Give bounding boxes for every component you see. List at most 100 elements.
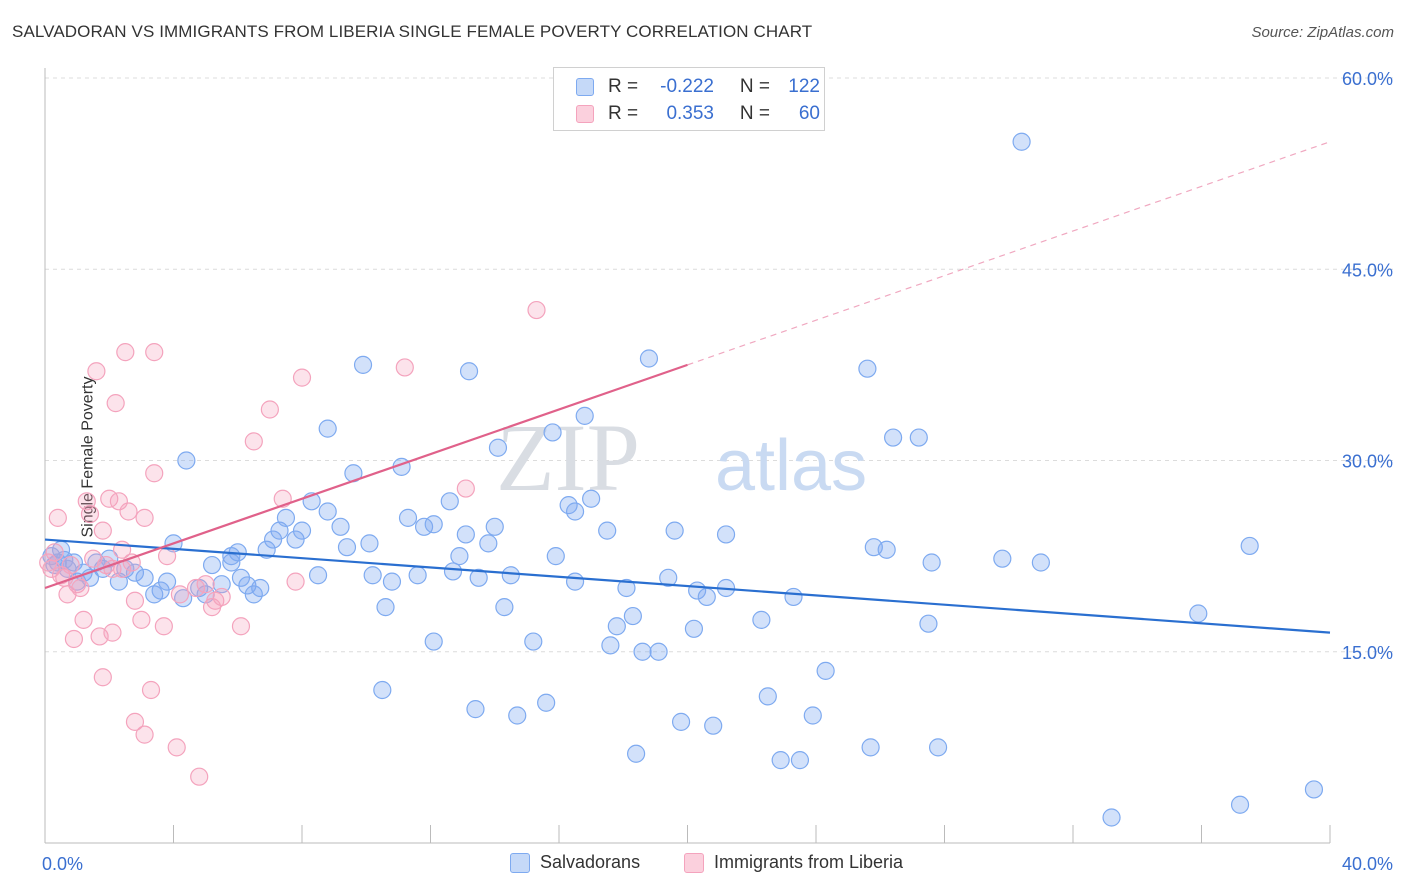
salvadoran-point [922, 553, 941, 572]
salvadoran-point [909, 428, 928, 447]
salvadoran-point [598, 521, 617, 540]
liberia-point [135, 508, 154, 527]
liberia-point [154, 617, 173, 636]
salvadoran-point [565, 502, 585, 521]
salvadoran-point [861, 738, 880, 757]
salvadoran-point [803, 706, 822, 725]
salvadorans-trend-line [44, 538, 1331, 634]
legend-item-salvadorans[interactable]: Salvadorans [510, 852, 640, 873]
liberia-point [132, 610, 151, 629]
salvadoran-point [318, 502, 337, 521]
liberia-point [286, 572, 305, 591]
liberia-point [231, 617, 251, 636]
liberia-point [190, 767, 209, 786]
salvadoran-point [318, 419, 337, 438]
liberia-trend-extension [687, 141, 1331, 366]
salvadoran-point [373, 680, 392, 700]
salvadorans-points [42, 132, 1324, 827]
legend-r-value: 0.353 [666, 103, 714, 124]
liberia-point [141, 680, 161, 700]
legend-item-liberia[interactable]: Immigrants from Liberia [684, 852, 903, 873]
legend-label: Immigrants from Liberia [714, 852, 904, 872]
legend-n-label: N = [739, 76, 770, 97]
salvadoran-point [1304, 780, 1324, 799]
salvadoran-point [466, 700, 485, 719]
liberia-point [103, 623, 122, 642]
salvadoran-point [626, 744, 646, 763]
salvadoran-point [704, 716, 723, 735]
legend-label: Salvadorans [540, 852, 641, 872]
gridlines [45, 77, 1395, 653]
salvadoran-point [607, 617, 626, 636]
salvadoran-point [919, 614, 938, 633]
salvadoran-point [633, 642, 652, 661]
salvadoran-point [1102, 808, 1121, 827]
salvadoran-point [151, 581, 170, 600]
liberia-point [74, 610, 93, 629]
salvadoran-point [928, 738, 948, 757]
salvadoran-point [177, 451, 196, 470]
salvadoran-point [424, 515, 443, 534]
legend-row-liberia: R = 0.353 N = 60 [576, 101, 820, 127]
salvadoran-point [601, 636, 620, 655]
salvadoran-point [858, 359, 877, 378]
liberia-point [244, 432, 263, 451]
salvadoran-point [716, 525, 736, 544]
salvadoran-point [263, 530, 283, 549]
salvadoran-point [1240, 536, 1259, 556]
salvadoran-point [408, 566, 427, 585]
salvadoran-point [883, 428, 903, 447]
salvadoran-point [537, 693, 556, 712]
salvadoran-point [135, 568, 154, 587]
salvadoran-point [758, 687, 777, 706]
liberia-point [260, 400, 279, 419]
liberia-point [170, 585, 190, 604]
legend-n-label: N = [739, 103, 770, 124]
salvadoran-point [360, 534, 379, 553]
liberia-point [145, 343, 164, 362]
chart-title: SALVADORAN VS IMMIGRANTS FROM LIBERIA SI… [12, 22, 813, 41]
salvadoran-point [308, 566, 328, 585]
correlation-legend: R = -0.222 N = 122 R = 0.353 N = 60 [553, 67, 825, 131]
liberia-trend-line [44, 363, 688, 590]
salvadoran-point [450, 547, 469, 566]
liberia-point [106, 394, 125, 413]
salvadoran-point [565, 572, 585, 591]
liberia-point [119, 502, 138, 521]
series-legend: Salvadorans Immigrants from Liberia [0, 852, 1406, 878]
salvadoran-point [456, 525, 475, 544]
salvadoran-point [684, 619, 704, 638]
liberia-point [103, 559, 122, 578]
salvadoran-point [488, 438, 508, 457]
salvadoran-point [524, 632, 543, 651]
liberia-point [61, 555, 80, 575]
salvadoran-point [784, 587, 803, 607]
trend-lines [44, 141, 1331, 634]
salvadoran-point [1230, 795, 1250, 814]
salvadoran-point [382, 572, 402, 591]
salvadoran-point [816, 661, 835, 680]
salvadoran-point [440, 492, 459, 511]
salvadoran-point [337, 538, 357, 557]
salvadoran-point [752, 610, 771, 629]
salvadoran-point [469, 568, 488, 587]
liberia-point [395, 358, 414, 377]
salvadoran-point [617, 578, 636, 598]
salvadoran-point [257, 540, 276, 559]
y-tick-label: 30.0% [1342, 452, 1393, 472]
liberia-point [145, 464, 164, 483]
watermark: ZIP atlas [496, 404, 867, 511]
liberia-point [80, 504, 100, 524]
liberia-point [135, 725, 154, 744]
liberia-point [167, 738, 186, 757]
liberia-point [93, 521, 112, 540]
salvadoran-point [771, 751, 790, 770]
x-tick-label: 40.0% [1342, 854, 1393, 874]
legend-n-value: 122 [788, 76, 820, 97]
salvadoran-point [286, 530, 305, 549]
axes [44, 68, 1331, 844]
salvadoran-point [479, 534, 498, 553]
x-tick-label: 0.0% [42, 854, 83, 874]
salvadoran-point [665, 521, 684, 540]
